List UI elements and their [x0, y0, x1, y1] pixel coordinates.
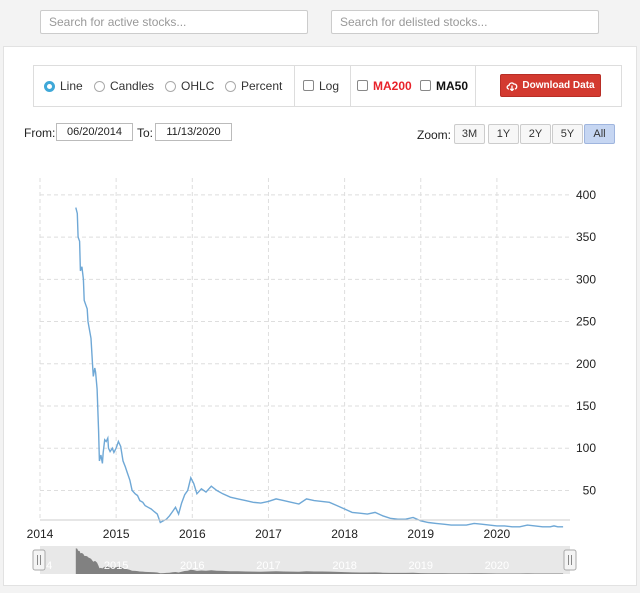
ma50-label: MA50 — [436, 79, 469, 93]
zoom-all-button[interactable]: All — [584, 124, 615, 144]
zoom-3m-button[interactable]: 3M — [454, 124, 485, 144]
candles-radio[interactable] — [94, 81, 105, 92]
line-radio[interactable] — [44, 81, 55, 92]
zoom-label: Zoom: — [417, 128, 452, 142]
toolbar-divider — [350, 66, 351, 106]
percent-radio[interactable] — [225, 81, 236, 92]
ma50-checkbox[interactable] — [420, 80, 431, 91]
from-date-input[interactable] — [56, 123, 133, 141]
log-checkbox[interactable] — [303, 80, 314, 91]
percent-label: Percent — [241, 79, 283, 93]
zoom-2y-button[interactable]: 2Y — [520, 124, 551, 144]
download-data-label: Download Data — [522, 80, 595, 91]
delisted-stocks-search-input[interactable] — [331, 10, 599, 34]
ohlc-label: OHLC — [181, 79, 215, 93]
from-label: From: — [24, 126, 56, 140]
zoom-1y-button[interactable]: 1Y — [488, 124, 519, 144]
toolbar-divider — [475, 66, 476, 106]
to-date-input[interactable] — [155, 123, 232, 141]
search-bar — [0, 0, 640, 46]
ohlc-radio[interactable] — [165, 81, 176, 92]
line-label: Line — [60, 79, 83, 93]
active-stocks-search-input[interactable] — [40, 10, 308, 34]
ma200-checkbox[interactable] — [357, 80, 368, 91]
candles-label: Candles — [110, 79, 155, 93]
download-data-button[interactable]: Download Data — [500, 74, 601, 97]
zoom-5y-button[interactable]: 5Y — [552, 124, 583, 144]
toolbar-divider — [294, 66, 295, 106]
cloud-download-icon — [506, 81, 518, 91]
ma200-label: MA200 — [373, 79, 412, 93]
log-label: Log — [319, 79, 340, 93]
to-label: To: — [137, 126, 154, 140]
